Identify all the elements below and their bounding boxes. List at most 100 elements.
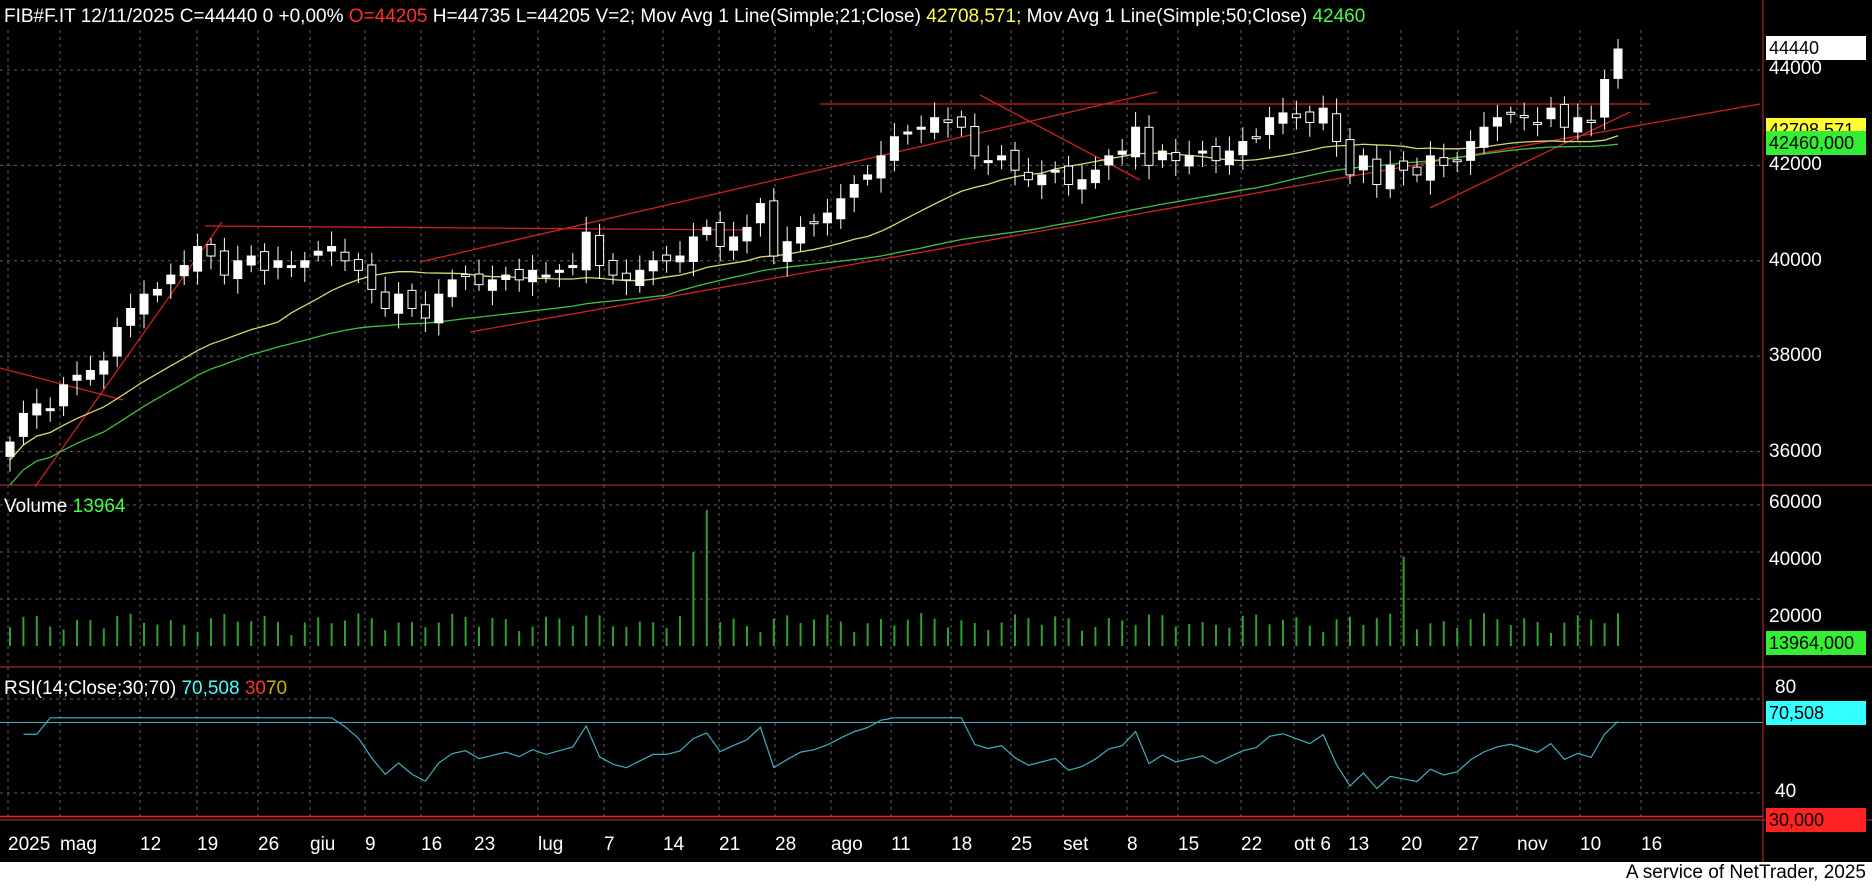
candle-body — [1385, 164, 1395, 190]
candle-body — [407, 289, 417, 309]
x-tick-label: 25 — [1011, 834, 1033, 855]
candle-body — [1506, 111, 1516, 115]
x-tick-label: 16 — [1641, 834, 1663, 855]
trend-line — [979, 94, 1141, 181]
candle-body — [1157, 150, 1167, 161]
volume-bars — [9, 509, 1619, 646]
x-tick-label: 12 — [140, 834, 162, 855]
candle-body — [863, 174, 873, 180]
candle-body — [1452, 159, 1462, 163]
x-tick-label: 28 — [775, 834, 797, 855]
x-tick-label: lug — [538, 834, 564, 855]
candle-body — [876, 155, 886, 179]
candle-body — [112, 327, 122, 357]
date: 12/11/2025 — [80, 6, 175, 27]
candle-body — [286, 265, 296, 269]
candle-body — [1023, 171, 1033, 181]
candle-body — [1412, 166, 1422, 176]
candle-body — [1064, 165, 1074, 185]
trend-line — [1429, 111, 1631, 209]
trend-line — [419, 91, 1158, 263]
candle-body — [246, 255, 256, 266]
panel-borders — [0, 0, 1872, 862]
candle-body — [420, 304, 430, 319]
candle-body — [1010, 149, 1020, 171]
price-tick: 42000 — [1769, 154, 1822, 175]
x-tick-label: 9 — [365, 834, 376, 855]
trend-line — [469, 103, 1761, 333]
low: L=44205 — [515, 6, 591, 27]
candle-body — [514, 268, 524, 281]
x-tick-label: 14 — [663, 834, 685, 855]
x-tick-label: set — [1063, 834, 1089, 855]
candle-body — [836, 198, 846, 220]
rsi-title: RSI(14;Close;30;70) — [4, 678, 177, 699]
high: H=44735 — [432, 6, 511, 27]
candle-body — [18, 412, 28, 437]
x-tick-label: 10 — [1580, 834, 1602, 855]
candle-body — [327, 245, 337, 252]
candle-body — [1131, 126, 1141, 158]
price-tick: 40000 — [1769, 250, 1822, 271]
ma50-tag: 42460,000 — [1766, 131, 1866, 155]
candle-body — [595, 234, 605, 267]
candle-body — [1332, 113, 1342, 143]
candle-body — [313, 250, 323, 256]
x-tick-label: 2025 — [8, 834, 51, 855]
change: 0 — [262, 6, 274, 27]
candle-body — [916, 126, 926, 130]
rsi-value: 70,508 — [181, 678, 240, 699]
price-tick: 44000 — [1769, 58, 1822, 79]
candle-body — [1492, 117, 1502, 127]
rsi-label: RSI(14;Close;30;70) 70,508 3070 — [4, 678, 287, 700]
candle-body — [554, 269, 564, 273]
candle-body — [474, 273, 484, 286]
candle-body — [997, 155, 1007, 161]
candle-body — [126, 308, 136, 326]
candle-body — [1318, 107, 1328, 124]
candle-body — [1358, 155, 1368, 171]
candle-body — [930, 117, 940, 133]
candle-body — [1037, 174, 1047, 186]
candle-body — [1613, 48, 1623, 79]
ma21-value: 42708,571; — [926, 6, 1022, 27]
candle-body — [1533, 121, 1543, 125]
candle-body — [528, 269, 538, 283]
candle-body — [32, 403, 42, 416]
candle-body — [1559, 103, 1569, 128]
rsi-tick: 40 — [1775, 781, 1797, 802]
x-tick-label: 26 — [258, 834, 280, 855]
volume-value: 13964 — [72, 496, 126, 517]
candle-body — [1278, 112, 1288, 124]
volume-tag: 13964,000 — [1766, 631, 1866, 655]
candle-body — [1546, 107, 1556, 120]
candle-body — [1251, 136, 1261, 140]
candle-body — [903, 131, 913, 135]
candle-body — [85, 370, 95, 380]
volume-title: Volume — [4, 496, 68, 517]
candle-body — [648, 260, 658, 272]
rsi-upper: 70 — [265, 678, 288, 699]
footer-credit: A service of NetTrader, 2025 — [1625, 862, 1866, 883]
candle-body — [1305, 111, 1315, 123]
candle-body — [1291, 113, 1301, 119]
last-price-tag: 44440 — [1766, 36, 1866, 60]
candle-body — [1198, 150, 1208, 154]
rsi-tick: 80 — [1775, 677, 1797, 698]
rsi-line — [23, 717, 1619, 790]
x-tick-label: 11 — [891, 834, 911, 855]
candle-body — [394, 293, 404, 314]
candle-body — [1104, 155, 1114, 166]
trend-lines — [0, 91, 1761, 488]
candle-body — [1586, 119, 1596, 123]
candle-body — [621, 272, 631, 281]
candle-body — [1265, 117, 1275, 135]
open: O=44205 — [348, 6, 428, 27]
candle-body — [1171, 151, 1181, 162]
candle-body — [715, 222, 725, 247]
candle-body — [1238, 141, 1248, 156]
candle-body — [755, 203, 765, 224]
ma50-label: Mov Avg 1 Line(Simple;50;Close) — [1026, 6, 1308, 27]
candle-body — [260, 251, 270, 271]
candle-body — [219, 250, 229, 276]
